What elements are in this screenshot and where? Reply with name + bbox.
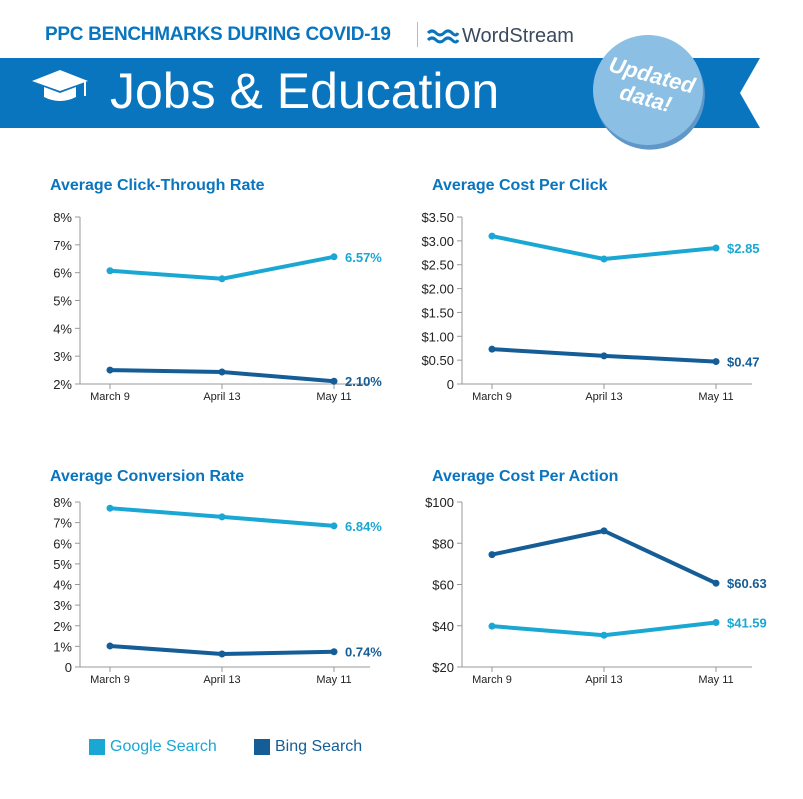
data-point	[600, 631, 608, 639]
data-point	[600, 352, 608, 360]
y-tick-label: 3%	[53, 349, 72, 364]
legend-google: Google Search	[89, 738, 217, 756]
end-value-label: 2.10%	[345, 374, 382, 389]
y-tick-label: $1.00	[421, 329, 454, 344]
x-tick-label: April 13	[585, 391, 622, 403]
end-value-label: $41.59	[727, 615, 767, 630]
data-point	[600, 255, 608, 263]
data-point	[218, 513, 226, 521]
x-tick-label: May 11	[316, 391, 351, 403]
y-tick-label: 7%	[53, 238, 72, 253]
chart-2: Average Conversion Rate 0 1% 2% 3% 4% 5% 6% 7% 8%…	[50, 468, 382, 686]
x-tick-label: April 13	[203, 391, 240, 403]
y-tick-label: 8%	[53, 210, 72, 225]
chart-3: Average Cost Per Action $20 $40 $60 $80 $100 M…	[425, 468, 767, 686]
x-tick-label: March 9	[90, 674, 130, 686]
data-point	[106, 642, 114, 650]
y-tick-label: $2.50	[421, 258, 454, 273]
data-point	[218, 650, 226, 658]
y-tick-label: $100	[425, 495, 454, 510]
data-point	[712, 244, 720, 252]
y-tick-label: $20	[432, 660, 454, 675]
x-tick-label: March 9	[90, 391, 130, 403]
data-point	[330, 377, 338, 385]
data-point	[600, 527, 608, 535]
end-value-label: 6.57%	[345, 250, 382, 265]
x-tick-label: May 11	[698, 391, 733, 403]
x-tick-label: March 9	[472, 674, 512, 686]
end-value-label: $2.85	[727, 241, 760, 256]
data-point	[330, 522, 338, 530]
graduation-cap-icon	[32, 70, 88, 101]
y-tick-label: $2.00	[421, 282, 454, 297]
data-point	[106, 366, 114, 374]
y-tick-label: 8%	[53, 495, 72, 510]
data-point	[106, 504, 114, 512]
legend-label: Google Search	[110, 738, 217, 755]
end-value-label: 0.74%	[345, 645, 382, 660]
legend-label: Bing Search	[275, 738, 363, 755]
y-tick-label: 0	[447, 377, 454, 392]
x-tick-label: April 13	[203, 674, 240, 686]
y-tick-label: 3%	[53, 598, 72, 613]
data-point	[218, 275, 226, 283]
y-tick-label: 5%	[53, 294, 72, 309]
y-tick-label: $40	[432, 619, 454, 634]
wordstream-logo-icon	[427, 29, 459, 44]
legend-bing: Bing Search	[254, 738, 362, 756]
chart-title: Average Click-Through Rate	[50, 177, 265, 194]
data-point	[712, 618, 720, 626]
y-tick-label: $0.50	[421, 353, 454, 368]
y-tick-label: $80	[432, 536, 454, 551]
x-tick-label: April 13	[585, 674, 622, 686]
header-title: PPC BENCHMARKS DURING COVID-19	[45, 24, 391, 45]
y-tick-label: 0	[65, 660, 72, 675]
data-point	[488, 622, 496, 630]
y-tick-label: 6%	[53, 536, 72, 551]
chart-1: Average Cost Per Click 0 $0.50 $1.00 $1.50 $2…	[421, 177, 759, 403]
chart-0: Average Click-Through Rate 2% 3% 4% 5% 6% 7% 8%…	[50, 177, 382, 403]
x-tick-label: May 11	[698, 674, 733, 686]
data-point	[712, 358, 720, 366]
y-tick-label: $3.00	[421, 234, 454, 249]
data-point	[330, 648, 338, 656]
banner-title: Jobs & Education	[110, 63, 500, 119]
y-tick-label: $1.50	[421, 305, 454, 320]
end-value-label: $0.47	[727, 355, 760, 370]
y-tick-label: 2%	[53, 377, 72, 392]
x-tick-label: May 11	[316, 674, 351, 686]
y-tick-label: $3.50	[421, 210, 454, 225]
data-point	[488, 232, 496, 240]
divider	[417, 22, 418, 47]
chart-title: Average Conversion Rate	[50, 468, 244, 485]
y-tick-label: 7%	[53, 516, 72, 531]
data-point	[218, 368, 226, 376]
x-tick-label: March 9	[472, 391, 512, 403]
y-tick-label: 2%	[53, 619, 72, 634]
data-point	[106, 267, 114, 275]
data-point	[712, 579, 720, 587]
y-tick-label: 6%	[53, 266, 72, 281]
end-value-label: $60.63	[727, 576, 767, 591]
brand-name: WordStream	[462, 25, 574, 47]
y-tick-label: 5%	[53, 557, 72, 572]
data-point	[330, 253, 338, 261]
legend-swatch-bing	[254, 739, 270, 755]
data-point	[488, 345, 496, 353]
end-value-label: 6.84%	[345, 519, 382, 534]
legend-swatch-google	[89, 739, 105, 755]
series-line-bing	[491, 528, 717, 586]
banner	[0, 58, 760, 128]
y-tick-label: $60	[432, 578, 454, 593]
y-tick-label: 4%	[53, 321, 72, 336]
data-point	[488, 551, 496, 559]
chart-title: Average Cost Per Action	[432, 468, 618, 485]
y-tick-label: 4%	[53, 578, 72, 593]
y-tick-label: 1%	[53, 639, 72, 654]
chart-title: Average Cost Per Click	[432, 177, 608, 194]
